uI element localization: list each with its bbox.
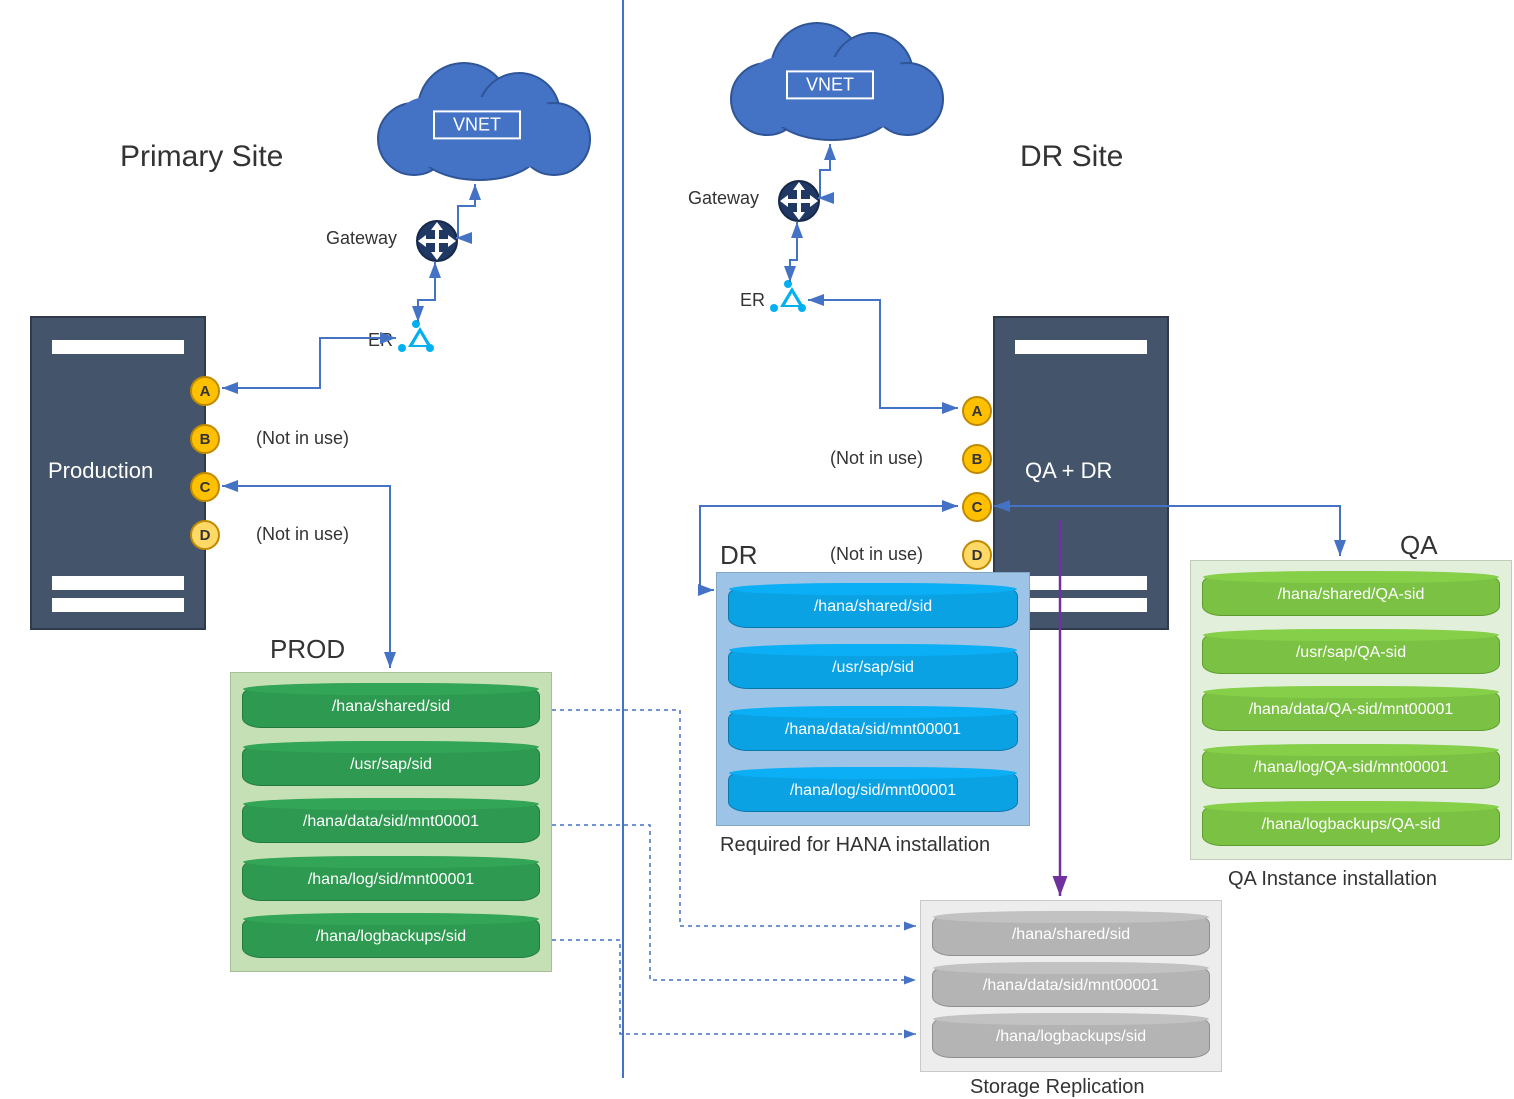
vnet-cloud-primary: VNET: [377, 62, 577, 182]
qadr-server-label: QA + DR: [1025, 458, 1112, 484]
disk: /hana/shared/sid: [242, 686, 540, 728]
dr-site-title: DR Site: [1020, 140, 1123, 174]
gateway-label: Gateway: [688, 188, 759, 209]
disk: /hana/shared/sid: [728, 586, 1018, 628]
port-b: B: [190, 424, 220, 454]
gateway-router-icon: [416, 220, 458, 262]
er-label: ER: [740, 290, 765, 311]
port-note: (Not in use): [256, 428, 349, 449]
prod-storage-title: PROD: [270, 634, 345, 665]
disk: /hana/logbackups/sid: [932, 1016, 1210, 1058]
qa-storage-subtitle: QA Instance installation: [1228, 868, 1437, 891]
disk: /hana/log/sid/mnt00001: [242, 859, 540, 901]
disk: /hana/log/sid/mnt00001: [728, 770, 1018, 812]
port-a: A: [962, 396, 992, 426]
gateway-label: Gateway: [326, 228, 397, 249]
port-note: (Not in use): [830, 448, 923, 469]
disk: /usr/sap/sid: [728, 647, 1018, 689]
disk: /hana/shared/sid: [932, 914, 1210, 956]
port-note: (Not in use): [830, 544, 923, 565]
er-node-dot: [784, 280, 792, 288]
dr-storage-subtitle: Required for HANA installation: [720, 834, 990, 857]
disk: /usr/sap/sid: [242, 744, 540, 786]
er-node-dot: [412, 320, 420, 328]
er-node-dot: [398, 344, 406, 352]
vnet-cloud-dr: VNET: [730, 22, 930, 142]
disk: /hana/data/QA-sid/mnt00001: [1202, 689, 1500, 731]
port-d: D: [962, 540, 992, 570]
gateway-router-icon: [778, 180, 820, 222]
dr-storage-title: DR: [720, 540, 758, 571]
disk: /hana/shared/QA-sid: [1202, 574, 1500, 616]
er-node-dot: [798, 304, 806, 312]
production-server: Production: [30, 316, 206, 630]
repl-storage-title: Storage Replication: [970, 1076, 1145, 1099]
port-c: C: [190, 472, 220, 502]
primary-site-title: Primary Site: [120, 140, 283, 174]
disk: /hana/data/sid/mnt00001: [932, 965, 1210, 1007]
port-a: A: [190, 376, 220, 406]
port-note: (Not in use): [256, 524, 349, 545]
production-server-label: Production: [48, 458, 153, 484]
disk: /hana/logbackups/sid: [242, 916, 540, 958]
disk: /hana/log/QA-sid/mnt00001: [1202, 747, 1500, 789]
disk: /hana/data/sid/mnt00001: [242, 801, 540, 843]
disk: /hana/logbackups/QA-sid: [1202, 804, 1500, 846]
vnet-label: VNET: [786, 70, 874, 99]
port-b: B: [962, 444, 992, 474]
vnet-label: VNET: [433, 110, 521, 139]
port-c: C: [962, 492, 992, 522]
disk: /hana/data/sid/mnt00001: [728, 709, 1018, 751]
er-node-dot: [426, 344, 434, 352]
er-label: ER: [368, 330, 393, 351]
disk: /usr/sap/QA-sid: [1202, 632, 1500, 674]
site-divider: [622, 0, 624, 1078]
port-d: D: [190, 520, 220, 550]
qa-storage-title: QA: [1400, 530, 1438, 561]
er-node-dot: [770, 304, 778, 312]
